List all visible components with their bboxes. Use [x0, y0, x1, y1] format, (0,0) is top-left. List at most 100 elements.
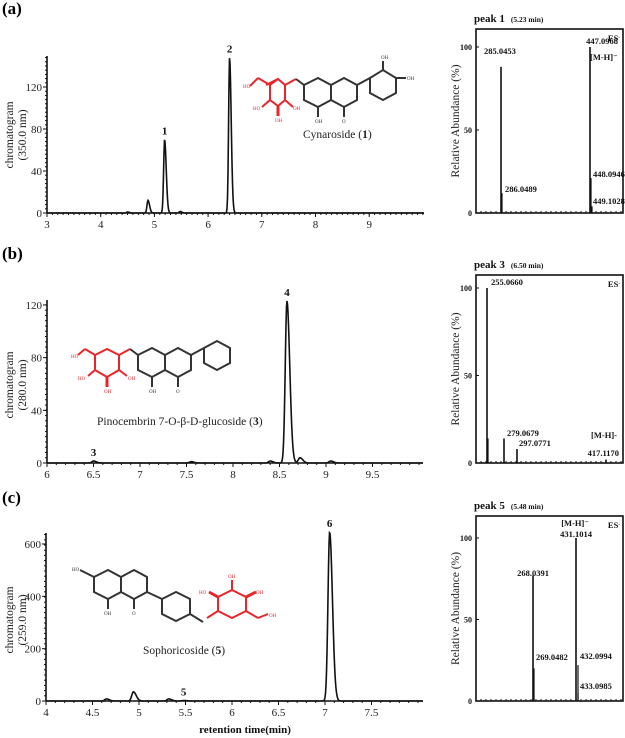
svg-text:OH: OH: [149, 390, 157, 395]
glucose-moiety: [77, 347, 131, 387]
svg-text:6.5: 6.5: [272, 707, 286, 719]
structure-cynaroside: HO HO OH OH OH O OH OH: [243, 56, 415, 125]
chromatogram-a: 3 4 5 6 7 8 9 0 40 80 120 1 2: [26, 44, 424, 231]
svg-text:285.0453: 285.0453: [484, 46, 516, 56]
peak-label: 1: [162, 126, 168, 138]
svg-text:600: 600: [25, 539, 42, 551]
peak-label: 6: [327, 518, 333, 530]
svg-text:269.0482: 269.0482: [536, 652, 568, 662]
svg-text:7: 7: [259, 219, 265, 231]
svg-text:8: 8: [313, 219, 319, 231]
svg-text:OH: OH: [104, 390, 112, 395]
svg-text:6: 6: [229, 707, 235, 719]
svg-text:6: 6: [205, 219, 211, 231]
svg-text:peak 1(5.23 min): peak 1 (5.23 min): [474, 13, 544, 25]
svg-text:chromatogram: chromatogram: [4, 351, 16, 418]
svg-text:7: 7: [137, 469, 143, 481]
svg-text:O: O: [342, 120, 346, 125]
svg-text:ES-: ES-: [608, 279, 620, 289]
svg-text:OH: OH: [104, 612, 112, 617]
svg-text:100: 100: [460, 534, 472, 543]
svg-text:4.5: 4.5: [86, 707, 100, 719]
svg-text:(259.0 nm): (259.0 nm): [17, 594, 29, 645]
svg-text:8.5: 8.5: [273, 469, 287, 481]
svg-text:4: 4: [43, 707, 49, 719]
svg-text:Relative Abundance (%): Relative Abundance (%): [450, 312, 462, 425]
svg-text:50: 50: [464, 372, 472, 381]
panel-label-a: (a): [2, 0, 22, 18]
svg-text:OH: OH: [315, 120, 323, 125]
compound-label-c: Sophoricoside (5): [143, 645, 225, 657]
svg-text:HO: HO: [72, 568, 80, 573]
peak-label: 2: [227, 44, 233, 56]
svg-text:9: 9: [366, 219, 372, 231]
svg-text:100: 100: [460, 284, 472, 293]
panel-label-b: (b): [2, 244, 23, 263]
svg-text:chromatogram: chromatogram: [4, 586, 16, 653]
panel-c: (c) chromatogram (259.0 nm) 4 4.5 5 5.5 6 6.5…: [2, 488, 624, 736]
svg-text:50: 50: [464, 616, 472, 625]
svg-text:OH: OH: [269, 614, 277, 619]
svg-text:7: 7: [322, 707, 328, 719]
glucose-moiety: [249, 77, 297, 116]
aglycone-luteolin: [295, 61, 406, 117]
svg-text:OH: OH: [275, 119, 283, 124]
svg-text:9: 9: [323, 469, 329, 481]
svg-text:268.0391: 268.0391: [517, 568, 549, 578]
svg-text:OH: OH: [407, 77, 415, 82]
svg-text:297.0771: 297.0771: [519, 438, 551, 448]
svg-text:O: O: [132, 612, 136, 617]
svg-text:50: 50: [464, 126, 472, 135]
svg-text:279.0679: 279.0679: [507, 428, 539, 438]
svg-text:8: 8: [230, 469, 236, 481]
svg-text:431.1014: 431.1014: [560, 529, 593, 539]
aglycone-genistein: [79, 568, 204, 623]
svg-text:7.5: 7.5: [180, 469, 194, 481]
svg-text:OH: OH: [128, 377, 136, 382]
svg-text:449.1028: 449.1028: [593, 196, 625, 206]
svg-text:HO: HO: [71, 355, 79, 360]
svg-text:OH: OH: [381, 56, 389, 61]
svg-text:447.0968: 447.0968: [586, 36, 618, 46]
svg-text:5.5: 5.5: [179, 707, 193, 719]
svg-text:0: 0: [37, 208, 43, 220]
svg-text:(280.0 nm): (280.0 nm): [17, 359, 29, 410]
glucose-moiety: [206, 580, 269, 620]
x-axis-title: retention time(min): [199, 724, 291, 736]
svg-text:0: 0: [468, 209, 472, 218]
svg-text:peak 5(5.48 min): peak 5 (5.48 min): [474, 500, 544, 512]
svg-text:ES-: ES-: [608, 33, 620, 43]
svg-text:HO: HO: [78, 377, 86, 382]
panel-a: (a) chromatogram (350.0 nm) 3 4 5 6 7 8 9 0 40 80…: [2, 0, 625, 231]
compound-label-b: Pinocembrin 7-O-β-D-glucoside (3): [97, 416, 263, 428]
svg-text:80: 80: [31, 353, 43, 365]
svg-text:5: 5: [136, 707, 142, 719]
panel-b: (b) chromatogram (280.0 nm) 6 6.5 7 7.5 8 8.5…: [2, 244, 624, 481]
peak-label: 5: [181, 686, 187, 698]
peak-label: 3: [91, 447, 97, 459]
svg-text:9.5: 9.5: [366, 469, 380, 481]
mass-spectrum-peak-5: peak 5 (5.48 min) 0 50 100 Relative Abundance…: [450, 500, 624, 706]
svg-text:(350.0 nm): (350.0 nm): [17, 109, 29, 160]
svg-text:ES-: ES-: [608, 520, 620, 530]
svg-text:0: 0: [36, 696, 42, 708]
svg-text:peak 3(6.50 min): peak 3 (6.50 min): [474, 259, 544, 271]
compound-label-a: Cynaroside (1): [303, 129, 372, 141]
mass-spectrum-peak-3: peak 3 (6.50 min) 0 50 100 Relative Abundance…: [450, 259, 624, 468]
chromatogram-b: 6 6.5 7 7.5 8 8.5 9 9.5 0 40 80 120 3 4: [26, 287, 423, 481]
y-axis-title-c: chromatogram (259.0 nm): [4, 586, 29, 653]
svg-text:448.0946: 448.0946: [593, 169, 625, 179]
svg-text:286.0489: 286.0489: [505, 184, 537, 194]
svg-text:[M-H]⁻: [M-H]⁻: [561, 518, 589, 528]
svg-text:432.0994: 432.0994: [580, 651, 613, 661]
svg-text:3: 3: [44, 219, 50, 231]
svg-text:200: 200: [25, 644, 42, 656]
y-axis-title-a: chromatogram (350.0 nm): [4, 101, 29, 168]
svg-text:Relative Abundance (%): Relative Abundance (%): [450, 552, 462, 665]
aglycone-pinocembrin: [129, 339, 231, 387]
svg-text:0: 0: [468, 697, 472, 706]
chromatogram-c: 4 4.5 5 5.5 6 6.5 7 7.5 0 200 400 600 5 6: [25, 518, 423, 719]
svg-text:433.0985: 433.0985: [580, 681, 612, 691]
svg-text:OH: OH: [256, 591, 264, 596]
